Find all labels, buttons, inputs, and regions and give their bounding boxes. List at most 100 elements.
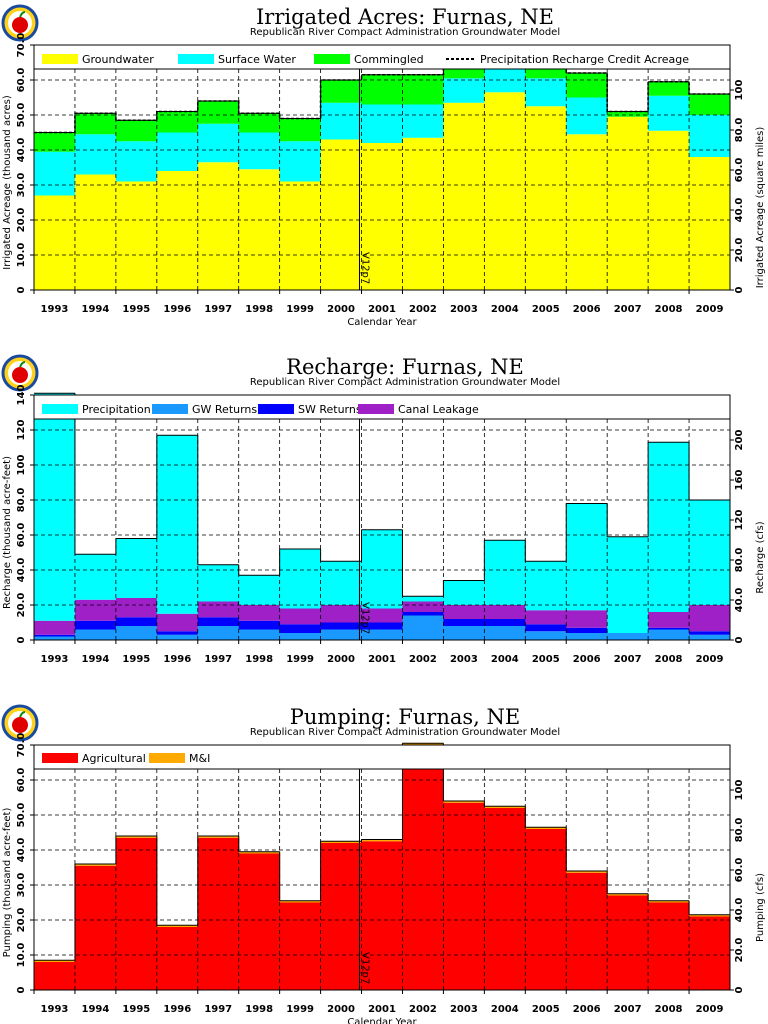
bar-segment	[115, 837, 158, 990]
x-tick-label: 1998	[245, 654, 273, 665]
bar-segment	[402, 612, 444, 616]
plot-frame	[33, 394, 731, 641]
y2-tick-label: 40.0	[734, 898, 745, 923]
y-tick-label: 0	[16, 636, 27, 643]
bar-segment	[443, 626, 485, 640]
bar-segment	[34, 960, 76, 962]
bar-segment	[566, 871, 608, 873]
x-tick-label: 1999	[286, 654, 314, 665]
y2-axis-label: Irrigated Acreage (square miles)	[755, 127, 766, 289]
y2-tick-label: 100	[734, 780, 745, 801]
y-tick-label: 70.0	[16, 33, 27, 58]
bar-segment	[156, 613, 199, 632]
x-tick-label: 2009	[696, 654, 724, 665]
bar-segment	[648, 629, 690, 640]
bar-segment	[34, 195, 76, 290]
bar-segment	[689, 94, 731, 115]
bar-segment	[648, 627, 690, 630]
x-tick-label: 1998	[245, 1004, 273, 1015]
y2-tick-label: 20.0	[734, 238, 745, 263]
x-tick-label: 2003	[450, 654, 478, 665]
bar-segment	[689, 157, 731, 290]
model-marker-label: V12p7	[359, 252, 370, 284]
bar-segment	[484, 92, 526, 290]
apple-icon	[12, 367, 28, 383]
bar-segment	[156, 132, 199, 171]
bar-segment	[361, 74, 403, 105]
bar-segment	[361, 608, 403, 623]
apple-leaf-icon	[19, 361, 26, 368]
bar-segment	[361, 143, 403, 290]
y2-tick-label: 80.0	[734, 118, 745, 143]
bar-segment	[115, 120, 158, 142]
bar-segment	[648, 900, 690, 903]
bar-segment	[443, 802, 485, 990]
bar-segment	[361, 629, 403, 640]
bar-segment	[566, 134, 608, 290]
bar-segment	[525, 106, 567, 290]
x-tick-label: 1993	[41, 1004, 69, 1015]
bar-segment	[74, 174, 117, 290]
bar-segment	[197, 626, 240, 640]
y-tick-label: 140	[16, 385, 27, 406]
x-tick-label: 2006	[573, 654, 601, 665]
y2-tick-label: 60.0	[734, 858, 745, 883]
bar-segment	[484, 540, 526, 605]
x-tick-label: 2005	[532, 654, 560, 665]
bar-segment	[566, 503, 608, 611]
y-tick-label: 70.0	[16, 733, 27, 758]
chart-title: Pumping: Furnas, NE	[290, 705, 520, 729]
bar-segment	[320, 139, 363, 290]
bar-segment	[34, 393, 76, 621]
bar-segment	[648, 442, 690, 612]
legend-swatch	[42, 54, 78, 64]
bar-segment	[34, 132, 76, 152]
bar-segment	[361, 841, 403, 990]
y2-tick-label: 0	[734, 636, 745, 643]
legend-swatch	[358, 404, 394, 414]
bar-segment	[320, 561, 363, 605]
y-tick-label: 100	[16, 455, 27, 476]
bar-segment	[34, 620, 76, 635]
bar-segment	[525, 78, 567, 107]
bar-segment	[443, 605, 485, 619]
y-tick-label: 80.0	[16, 488, 27, 513]
bar-segment	[156, 435, 199, 614]
legend-swatch	[258, 404, 294, 414]
bar-segment	[279, 902, 322, 990]
legend-swatch	[314, 54, 350, 64]
y-tick-label: 40.0	[16, 558, 27, 583]
legend-label: GW Returns	[192, 403, 257, 416]
bar-segment	[320, 843, 363, 990]
bar-segment	[689, 916, 731, 990]
x-tick-label: 2004	[491, 1004, 519, 1015]
bar-segment	[156, 171, 199, 290]
bar-segment	[279, 633, 322, 640]
chart-title: Recharge: Furnas, NE	[286, 355, 524, 379]
chart-subtitle: Republican River Compact Administration …	[250, 727, 560, 738]
x-tick-label: 2008	[655, 1004, 683, 1015]
bar-segment	[320, 605, 363, 623]
bar-segment	[402, 137, 444, 290]
x-tick-label: 2009	[696, 1004, 724, 1015]
x-tick-label: 1996	[163, 654, 191, 665]
bar-segment	[238, 605, 281, 621]
legend-label: Agricultural	[82, 752, 146, 765]
bar-segment	[525, 561, 567, 611]
bar-segment	[34, 151, 76, 196]
bar-segment	[74, 865, 117, 990]
legend-label: Groundwater	[82, 53, 154, 66]
apple-leaf-icon	[19, 711, 26, 718]
legend-label: Precipitation	[82, 403, 151, 416]
bar-segment	[279, 141, 322, 182]
y2-tick-label: 40.0	[734, 588, 745, 613]
bar-segment	[115, 141, 158, 182]
bar-segment	[320, 102, 363, 140]
y-tick-label: 60.0	[16, 68, 27, 93]
bar-segment	[279, 181, 322, 290]
bar-segment	[34, 634, 76, 637]
